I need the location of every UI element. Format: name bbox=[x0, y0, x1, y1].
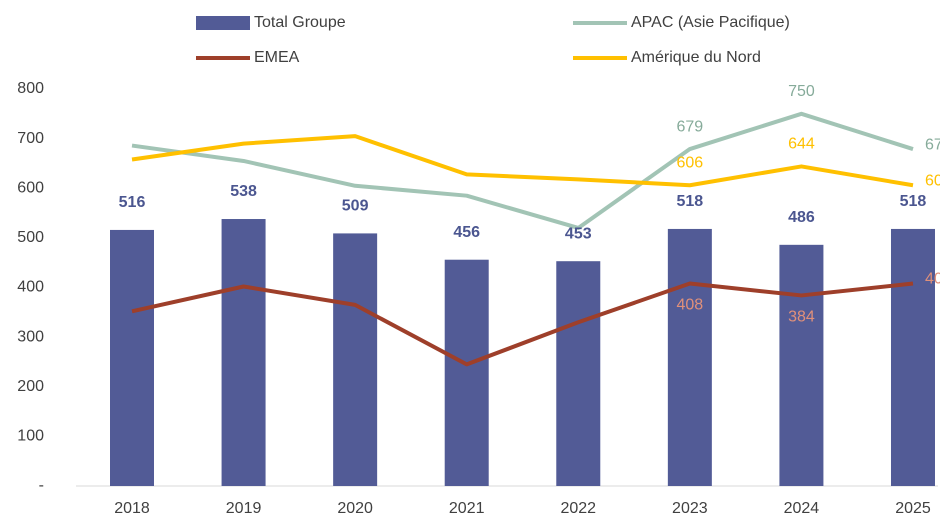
point-label: 644 bbox=[788, 136, 815, 153]
point-label: 408 bbox=[925, 271, 940, 288]
x-tick-label: 2024 bbox=[784, 500, 820, 517]
point-label: 679 bbox=[676, 118, 703, 135]
legend-swatch bbox=[196, 16, 250, 30]
legend-label: Amérique du Nord bbox=[631, 49, 761, 66]
y-tick-label: 400 bbox=[17, 279, 44, 296]
x-tick-label: 2025 bbox=[895, 500, 931, 517]
point-label: 384 bbox=[788, 309, 815, 326]
y-tick-label: 800 bbox=[17, 80, 44, 97]
bar-label: 538 bbox=[230, 183, 257, 200]
legend-label: APAC (Asie Pacifique) bbox=[631, 14, 790, 31]
x-tick-label: 2023 bbox=[672, 500, 708, 517]
bar-label: 486 bbox=[788, 209, 815, 226]
bar bbox=[110, 229, 154, 486]
legend-label: Total Groupe bbox=[254, 14, 346, 31]
bar bbox=[779, 244, 824, 486]
bar-label: 453 bbox=[565, 225, 592, 242]
bar bbox=[556, 261, 601, 486]
point-label: 408 bbox=[676, 297, 703, 314]
line bbox=[131, 111, 914, 230]
bar bbox=[221, 219, 266, 486]
x-tick-label: 2020 bbox=[337, 500, 373, 517]
bar-label: 456 bbox=[453, 224, 480, 241]
line bbox=[131, 281, 914, 367]
point-label: 606 bbox=[925, 172, 940, 189]
y-tick-label: 300 bbox=[17, 328, 44, 345]
legend-label: EMEA bbox=[254, 49, 300, 66]
bar-label: 516 bbox=[119, 194, 146, 211]
bar bbox=[333, 233, 378, 486]
point-label: 606 bbox=[676, 154, 703, 171]
point-label: 679 bbox=[925, 136, 940, 153]
line bbox=[131, 134, 914, 188]
x-tick-label: 2019 bbox=[226, 500, 262, 517]
y-tick-label: 700 bbox=[17, 130, 44, 147]
bar bbox=[890, 228, 935, 486]
x-tick-label: 2021 bbox=[449, 500, 485, 517]
y-tick-label: - bbox=[39, 477, 44, 494]
y-tick-label: 500 bbox=[17, 229, 44, 246]
x-tick-label: 2018 bbox=[114, 500, 150, 517]
bar-label: 518 bbox=[676, 193, 703, 210]
y-tick-label: 600 bbox=[17, 179, 44, 196]
bar-label: 509 bbox=[342, 198, 369, 215]
x-tick-label: 2022 bbox=[560, 500, 596, 517]
bar-label: 518 bbox=[900, 193, 927, 210]
bar bbox=[667, 228, 712, 486]
y-tick-label: 200 bbox=[17, 378, 44, 395]
point-label: 750 bbox=[788, 83, 815, 100]
bar bbox=[444, 259, 489, 486]
y-tick-label: 100 bbox=[17, 428, 44, 445]
